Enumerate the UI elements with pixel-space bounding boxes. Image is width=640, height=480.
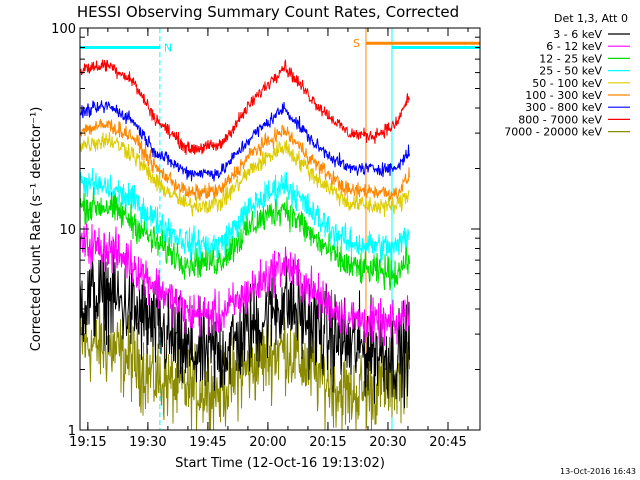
series-line-4 (79, 131, 410, 218)
y-tick-label-2: 100 (51, 22, 76, 37)
legend-header: Det 1,3, Att 0 (554, 12, 628, 25)
series-line-7 (79, 58, 410, 155)
annotation-label-0: N (164, 41, 172, 54)
annotation-label-2: S (353, 37, 360, 50)
x-tick-label-1: 19:30 (129, 435, 166, 450)
legend-entry-6: 300 - 800 keV (525, 101, 602, 114)
legend-entry-3: 25 - 50 keV (539, 65, 602, 78)
series-line-8 (79, 300, 410, 431)
chart-title: HESSI Observing Summary Count Rates, Cor… (77, 3, 459, 21)
x-tick-label-6: 20:45 (429, 435, 466, 450)
x-axis: 19:15 19:30 19:45 20:00 20:15 20:30 20:45 (69, 28, 469, 450)
y-tick-label-1: 10 (59, 223, 76, 238)
x-tick-label-0: 19:15 (69, 435, 106, 450)
y-tick-label-0: 1 (68, 424, 76, 439)
series-line-5 (79, 118, 410, 201)
series-line-1 (79, 223, 410, 348)
x-axis-label: Start Time (12-Oct-16 19:13:02) (175, 456, 385, 471)
series-line-6 (79, 100, 410, 182)
footer-timestamp: 13-Oct-2016 16:43 (560, 467, 636, 476)
x-tick-label-3: 20:00 (249, 435, 286, 450)
legend-entry-4: 50 - 100 keV (532, 77, 602, 90)
legend-entry-1: 6 - 12 keV (546, 40, 602, 53)
x-tick-label-4: 20:15 (309, 435, 346, 450)
legend-entry-2: 12 - 25 keV (539, 52, 602, 65)
legend-entry-5: 100 - 300 keV (525, 89, 602, 102)
series-line-0 (79, 239, 410, 409)
x-tick-label-2: 19:45 (189, 435, 226, 450)
series-line-3 (79, 168, 410, 263)
legend-entry-0: 3 - 6 keV (553, 28, 602, 41)
y-axis-label: Corrected Count Rate (s⁻¹ detector⁻¹) (29, 107, 44, 352)
legend-entry-8: 7000 - 20000 keV (504, 126, 602, 139)
series-layer (79, 58, 410, 431)
legend-entry-7: 800 - 7000 keV (518, 113, 602, 126)
x-tick-label-5: 20:30 (369, 435, 406, 450)
series-line-2 (79, 187, 410, 291)
y-axis: 1 10 100 (51, 22, 480, 439)
